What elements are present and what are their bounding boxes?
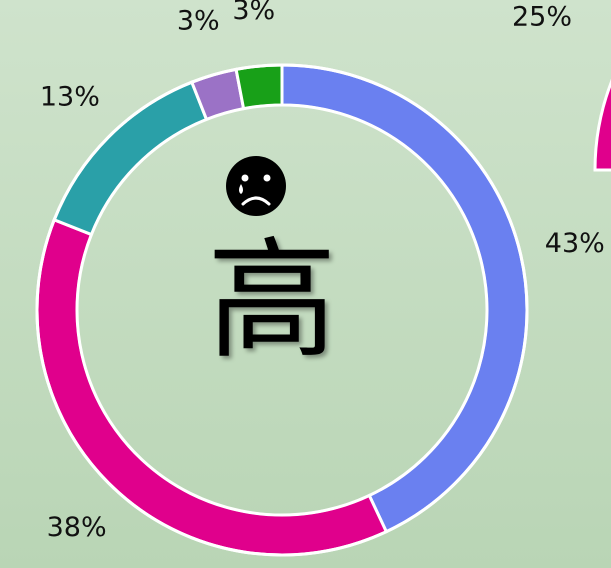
data-label: 13% bbox=[40, 81, 100, 112]
data-label: 43% bbox=[545, 228, 605, 259]
data-label: 3% bbox=[232, 0, 275, 26]
sad-face-icon bbox=[226, 156, 286, 216]
data-label: 3% bbox=[177, 5, 220, 36]
donut-segment bbox=[234, 63, 284, 111]
data-label: 38% bbox=[47, 512, 107, 543]
data-label: 25% bbox=[512, 2, 572, 33]
ring-inner-outline bbox=[75, 103, 489, 517]
center-text: 高 bbox=[207, 225, 337, 377]
ring-outline bbox=[35, 63, 529, 557]
donut-segment bbox=[593, 78, 611, 172]
